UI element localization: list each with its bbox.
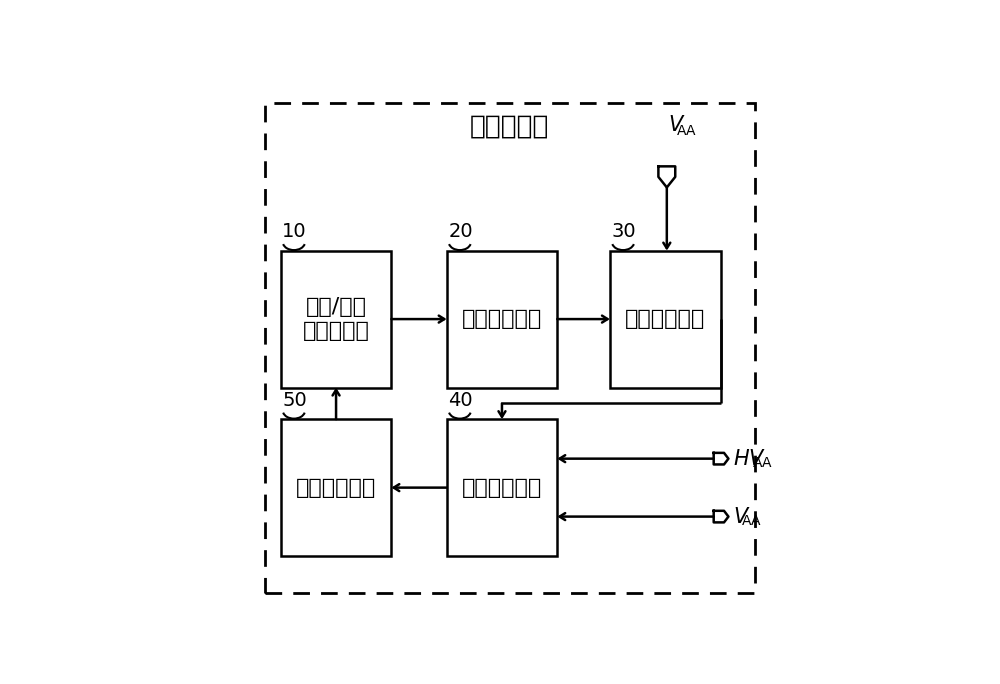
Text: 开启/关闭
电压输出端: 开启/关闭 电压输出端 — [303, 298, 369, 341]
Bar — [447, 250, 557, 388]
Text: $\mathregular{HV}$: $\mathregular{HV}$ — [733, 449, 766, 469]
Text: $\mathregular{AA}$: $\mathregular{AA}$ — [676, 124, 697, 138]
Text: $\mathregular{V}$: $\mathregular{V}$ — [668, 115, 685, 135]
Bar — [447, 419, 557, 556]
Text: $\mathregular{V}$: $\mathregular{V}$ — [733, 507, 750, 527]
Text: 30: 30 — [612, 222, 636, 241]
Text: 电压产生电路: 电压产生电路 — [296, 477, 376, 498]
Text: 20: 20 — [448, 222, 473, 241]
Text: 10: 10 — [282, 222, 307, 241]
Bar — [281, 419, 391, 556]
Text: 40: 40 — [448, 391, 473, 410]
Text: 开关控制电路: 开关控制电路 — [625, 309, 705, 329]
Bar — [610, 250, 721, 388]
Text: 电荷泵电路: 电荷泵电路 — [470, 114, 550, 140]
Text: 电压检测电路: 电压检测电路 — [462, 309, 542, 329]
Text: 50: 50 — [282, 391, 307, 410]
Text: $\mathregular{AA}$: $\mathregular{AA}$ — [752, 456, 773, 470]
Bar — [281, 250, 391, 388]
Text: 电压切换电路: 电压切换电路 — [462, 477, 542, 498]
Text: $\mathregular{AA}$: $\mathregular{AA}$ — [741, 514, 762, 528]
